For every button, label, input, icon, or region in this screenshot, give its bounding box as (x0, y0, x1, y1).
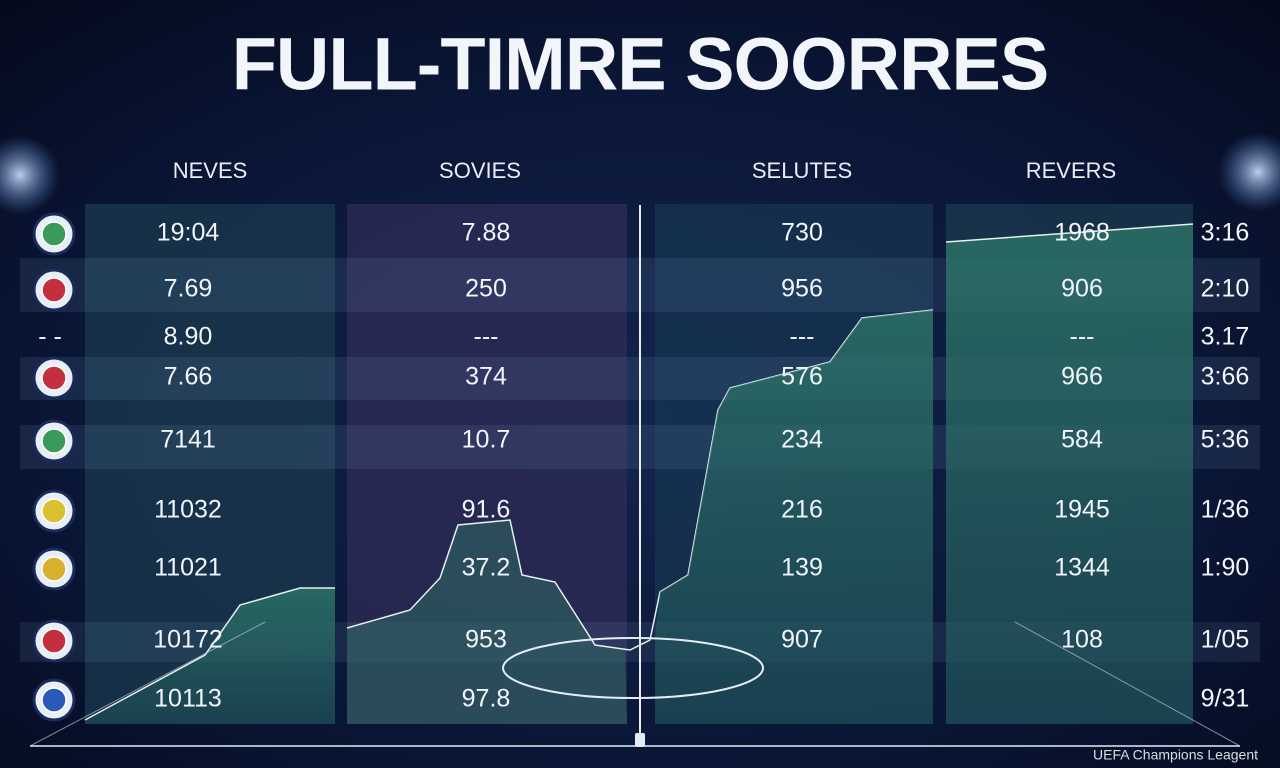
cell: 7.69 (164, 275, 213, 303)
cell: 2:10 (1201, 275, 1250, 303)
cell: 91.6 (462, 496, 511, 524)
cell: 907 (781, 626, 823, 654)
cell: 1/05 (1201, 626, 1250, 654)
cell: 7.88 (462, 219, 511, 247)
cell: 97.8 (462, 685, 511, 713)
stadium-light (1218, 132, 1280, 212)
cell: 5:36 (1201, 426, 1250, 454)
trend-areas (84, 223, 1194, 724)
cell: 584 (1061, 426, 1103, 454)
title: FULL-TIMRE SOORRES (232, 23, 1049, 106)
pitch-line (1014, 621, 1241, 747)
cell: 1945 (1054, 496, 1110, 524)
team-logo-inner (41, 687, 67, 713)
pitch-line (29, 621, 266, 747)
cell: --- (790, 323, 815, 351)
column-header: SOVIES (439, 158, 521, 183)
cell: 108 (1061, 626, 1103, 654)
team-logo-inner (41, 365, 67, 391)
cell: 3:16 (1201, 219, 1250, 247)
cell: 7141 (160, 426, 216, 454)
cell: 1/36 (1201, 496, 1250, 524)
cell: 3.17 (1201, 323, 1250, 351)
cell: 10.7 (462, 426, 511, 454)
cell: 1:90 (1201, 554, 1250, 582)
center-marker (635, 733, 645, 747)
column-header: NEVES (173, 158, 248, 183)
cell: 956 (781, 275, 823, 303)
cell: 9/31 (1201, 685, 1250, 713)
cell: 139 (781, 554, 823, 582)
team-logo-inner (41, 221, 67, 247)
cell: 11021 (154, 554, 222, 582)
cell: 216 (781, 496, 823, 524)
cell: 37.2 (462, 554, 511, 582)
cell: 1968 (1054, 219, 1110, 247)
stadium-light (0, 135, 60, 215)
column-header: REVERS (1026, 158, 1116, 183)
cell: 19:04 (157, 219, 220, 247)
cell: 10113 (154, 685, 222, 713)
cell: 7.66 (164, 363, 213, 391)
team-logo-inner (41, 428, 67, 454)
cell: 250 (465, 275, 507, 303)
cell: 953 (465, 626, 507, 654)
cell: 10172 (153, 626, 223, 654)
cell: 966 (1061, 363, 1103, 391)
cell: 8.90 (164, 323, 213, 351)
cell: --- (1070, 323, 1095, 351)
cell: 576 (781, 363, 823, 391)
cell: 234 (781, 426, 823, 454)
cell: 374 (465, 363, 507, 391)
team-logo-inner (41, 628, 67, 654)
cell: 3:66 (1201, 363, 1250, 391)
column-header: SELUTES (752, 158, 852, 183)
footer: UEFA Champions Leagent (1093, 747, 1258, 763)
team-logo-inner (41, 556, 67, 582)
cell: 1344 (1054, 554, 1110, 582)
center-circle (502, 637, 764, 699)
cell: 906 (1061, 275, 1103, 303)
cell: 11032 (154, 496, 222, 524)
row-marker: - - (38, 323, 62, 351)
table: NEVES SOVIES SELUTES REVERS 19:04 7.88 730 1968… (32, 158, 1250, 722)
team-logo-inner (41, 277, 67, 303)
team-logo-inner (41, 498, 67, 524)
cell: 730 (781, 219, 823, 247)
cell: --- (474, 323, 499, 351)
